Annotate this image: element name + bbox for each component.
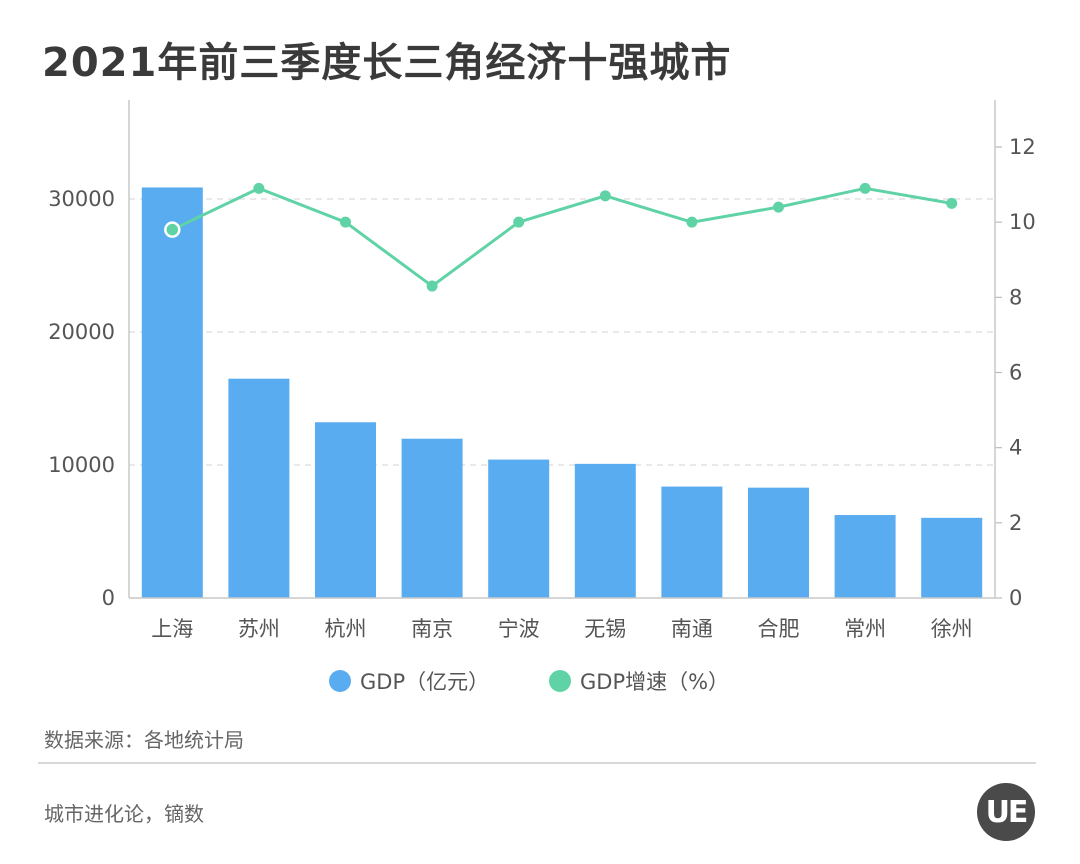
legend-label: GDP增速（%） <box>580 670 729 694</box>
data-source-note: 数据来源：各地统计局 <box>44 728 244 752</box>
line-point <box>859 182 871 194</box>
growth-line <box>171 186 952 288</box>
x-tick-label: 苏州 <box>238 617 280 641</box>
y-left-tick-label: 0 <box>102 586 115 610</box>
bar <box>574 463 636 598</box>
x-tick-label: 南京 <box>411 617 453 641</box>
footer-divider <box>38 762 1036 764</box>
line-point <box>946 197 958 209</box>
chart-plot: 0 10000 20000 30000 0 2 4 6 8 10 12 上海 苏州 杭州 南京 宁波 无锡 南通 合… <box>48 100 1036 694</box>
y-right-tick-label: 8 <box>1009 285 1022 309</box>
bar <box>921 517 983 598</box>
x-tick-label: 杭州 <box>325 617 367 641</box>
bar-series <box>141 187 983 598</box>
y-left-tick-label: 20000 <box>48 320 115 344</box>
y-right-tick-label: 4 <box>1009 436 1022 460</box>
bar <box>228 378 290 598</box>
bar <box>401 438 463 598</box>
x-tick-label: 南通 <box>671 617 713 641</box>
legend-label: GDP（亿元） <box>360 670 489 694</box>
bar <box>834 515 896 598</box>
axes <box>128 100 1002 599</box>
bar <box>661 486 723 598</box>
x-tick-label: 宁波 <box>498 617 540 641</box>
legend: GDP（亿元） GDP增速（%） <box>329 670 729 694</box>
line-point <box>599 190 611 202</box>
line-point <box>164 221 181 238</box>
line-point <box>686 216 698 228</box>
x-tick-label: 常州 <box>844 617 886 641</box>
line-series <box>164 182 958 292</box>
line-point <box>513 216 525 228</box>
y-right-tick-label: 2 <box>1009 511 1022 535</box>
credit-note: 城市进化论，镝数 <box>44 802 204 826</box>
bar <box>315 422 376 598</box>
y-right-tick-label: 6 <box>1009 361 1022 385</box>
x-tick-label: 徐州 <box>931 617 973 641</box>
line-point <box>253 182 265 194</box>
bar <box>748 487 809 598</box>
legend-marker <box>329 670 351 692</box>
line-point <box>773 201 784 213</box>
x-tick-label: 上海 <box>151 617 193 641</box>
chart-title: 2021年前三季度长三角经济十强城市 <box>42 40 732 86</box>
bar <box>488 459 550 598</box>
brand-logo: UE <box>977 783 1035 841</box>
y-left-tick-label: 10000 <box>48 453 115 477</box>
tick-labels: 0 10000 20000 30000 0 2 4 6 8 10 12 上海 苏州 杭州 南京 宁波 无锡 南通 合… <box>48 135 1036 641</box>
y-right-tick-label: 12 <box>1009 135 1036 159</box>
legend-marker <box>549 670 571 692</box>
x-tick-label: 无锡 <box>584 617 626 641</box>
y-right-tick-label: 0 <box>1009 586 1022 610</box>
bar <box>141 187 203 598</box>
x-tick-label: 合肥 <box>758 617 800 641</box>
y-left-tick-label: 30000 <box>48 187 115 211</box>
y-right-tick-label: 10 <box>1009 210 1036 234</box>
line-point <box>340 216 351 228</box>
line-point <box>426 280 438 292</box>
